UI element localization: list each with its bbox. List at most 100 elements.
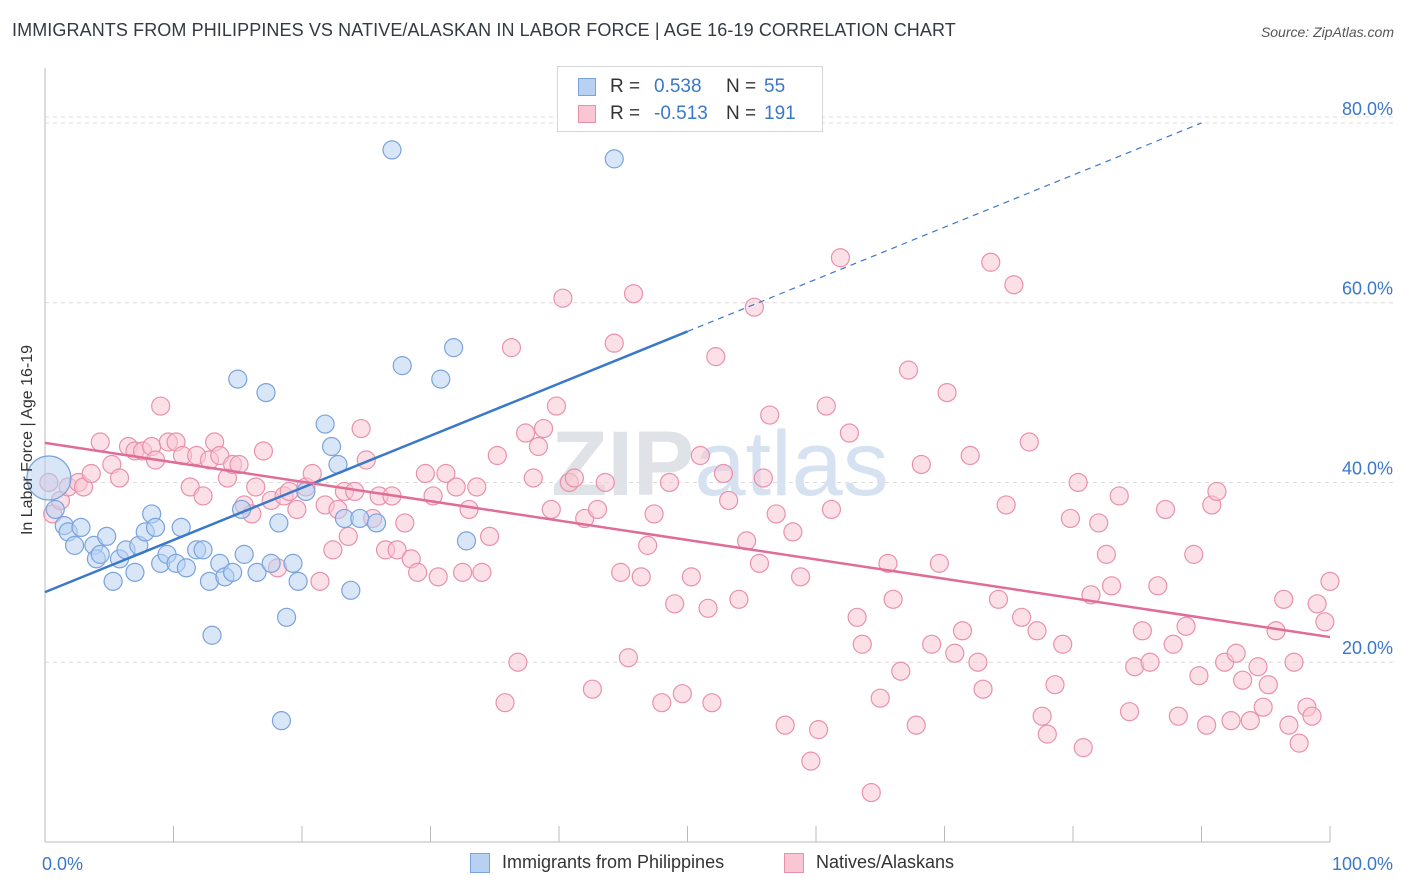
data-point <box>790 567 811 587</box>
grid-lines <box>45 116 1395 663</box>
data-point <box>453 562 473 582</box>
data-point <box>937 382 957 403</box>
data-point <box>1032 706 1052 726</box>
data-point <box>109 468 130 488</box>
data-point <box>501 338 522 358</box>
legend-item-natives[interactable]: Natives/Alaskans <box>784 852 954 873</box>
data-point <box>508 652 528 672</box>
data-point <box>1132 621 1152 641</box>
data-point <box>587 499 608 520</box>
data-point <box>467 477 487 497</box>
legend-label-philippines: Immigrants from Philippines <box>502 852 725 872</box>
data-point <box>698 598 718 618</box>
data-point <box>564 468 585 488</box>
data-point <box>341 580 361 600</box>
data-point <box>1302 706 1322 726</box>
data-point <box>652 693 672 713</box>
data-point <box>71 517 91 538</box>
legend-row-natives: R = -0.513 N = 191 <box>578 101 796 127</box>
data-point <box>392 356 412 376</box>
data-point <box>310 571 330 591</box>
data-point <box>783 522 803 542</box>
data-point <box>495 693 515 713</box>
data-point <box>436 463 456 484</box>
data-point <box>1197 715 1217 735</box>
data-point <box>271 711 292 731</box>
legend-swatch-pink <box>578 105 596 123</box>
data-point <box>1233 670 1253 690</box>
data-point <box>1019 432 1039 452</box>
data-point <box>1226 643 1246 663</box>
legend-swatch-pink <box>784 852 804 873</box>
data-point <box>1109 486 1129 506</box>
data-point <box>288 571 308 591</box>
data-point <box>1289 733 1309 753</box>
data-point <box>672 684 692 704</box>
data-point <box>713 463 734 484</box>
data-point <box>749 553 770 573</box>
data-point <box>1258 675 1278 695</box>
data-point <box>1148 576 1168 596</box>
data-point <box>922 634 942 654</box>
legend-row-philippines: R = 0.538 N = 55 <box>578 74 785 100</box>
legend-swatch-blue <box>578 78 596 96</box>
data-point <box>472 562 492 582</box>
y-tick-label: 40.0% <box>1342 458 1393 478</box>
source-label: Source: ZipAtlas.com <box>1260 24 1394 40</box>
data-point <box>1279 715 1299 735</box>
axes <box>44 68 1331 843</box>
data-point <box>90 544 110 564</box>
data-point <box>456 531 477 551</box>
data-point <box>973 679 993 699</box>
data-point <box>408 562 428 582</box>
data-point <box>351 418 371 439</box>
data-point <box>644 504 664 524</box>
data-point <box>256 382 276 403</box>
data-point <box>929 553 949 573</box>
legend-label-natives: Natives/Alaskans <box>816 852 955 872</box>
data-point <box>1307 594 1327 614</box>
data-point <box>595 472 615 493</box>
data-point <box>103 571 123 591</box>
data-point <box>480 526 500 547</box>
data-point <box>382 140 402 160</box>
data-point <box>968 652 988 672</box>
data-point <box>1101 576 1122 596</box>
trend-line-philippines-extension <box>687 122 1202 333</box>
data-point <box>744 297 764 317</box>
data-point <box>847 607 867 627</box>
chart-title: IMMIGRANTS FROM PHILIPPINES VS NATIVE/AL… <box>12 20 956 40</box>
data-point <box>706 347 726 367</box>
data-point <box>1068 472 1088 493</box>
data-point <box>996 495 1016 515</box>
data-point <box>1189 666 1209 686</box>
legend-item-philippines[interactable]: Immigrants from Philippines <box>470 852 724 873</box>
data-point <box>151 396 171 416</box>
data-point <box>604 149 624 169</box>
data-point <box>459 499 479 520</box>
data-point <box>775 715 795 735</box>
data-point <box>690 445 710 466</box>
data-point <box>546 396 567 416</box>
data-point <box>945 643 965 663</box>
data-point <box>665 594 685 614</box>
data-point <box>276 607 297 627</box>
data-point <box>883 589 903 609</box>
data-point <box>878 553 898 573</box>
data-point <box>623 284 644 304</box>
legend-swatch-blue <box>470 852 490 873</box>
data-point <box>515 423 536 443</box>
data-point <box>1207 481 1227 502</box>
data-point <box>1155 499 1176 520</box>
n-label: N = <box>726 103 757 124</box>
y-axis-label-wrap: In Labor Force | Age 16-19 <box>18 230 38 650</box>
data-point <box>801 751 821 771</box>
data-point <box>193 486 213 506</box>
data-point <box>1168 706 1188 726</box>
data-point <box>45 499 65 520</box>
data-point <box>1140 652 1160 672</box>
data-point <box>898 360 919 380</box>
n-value-natives: 191 <box>764 103 796 124</box>
r-label: R = <box>610 103 641 124</box>
data-point <box>193 540 213 560</box>
